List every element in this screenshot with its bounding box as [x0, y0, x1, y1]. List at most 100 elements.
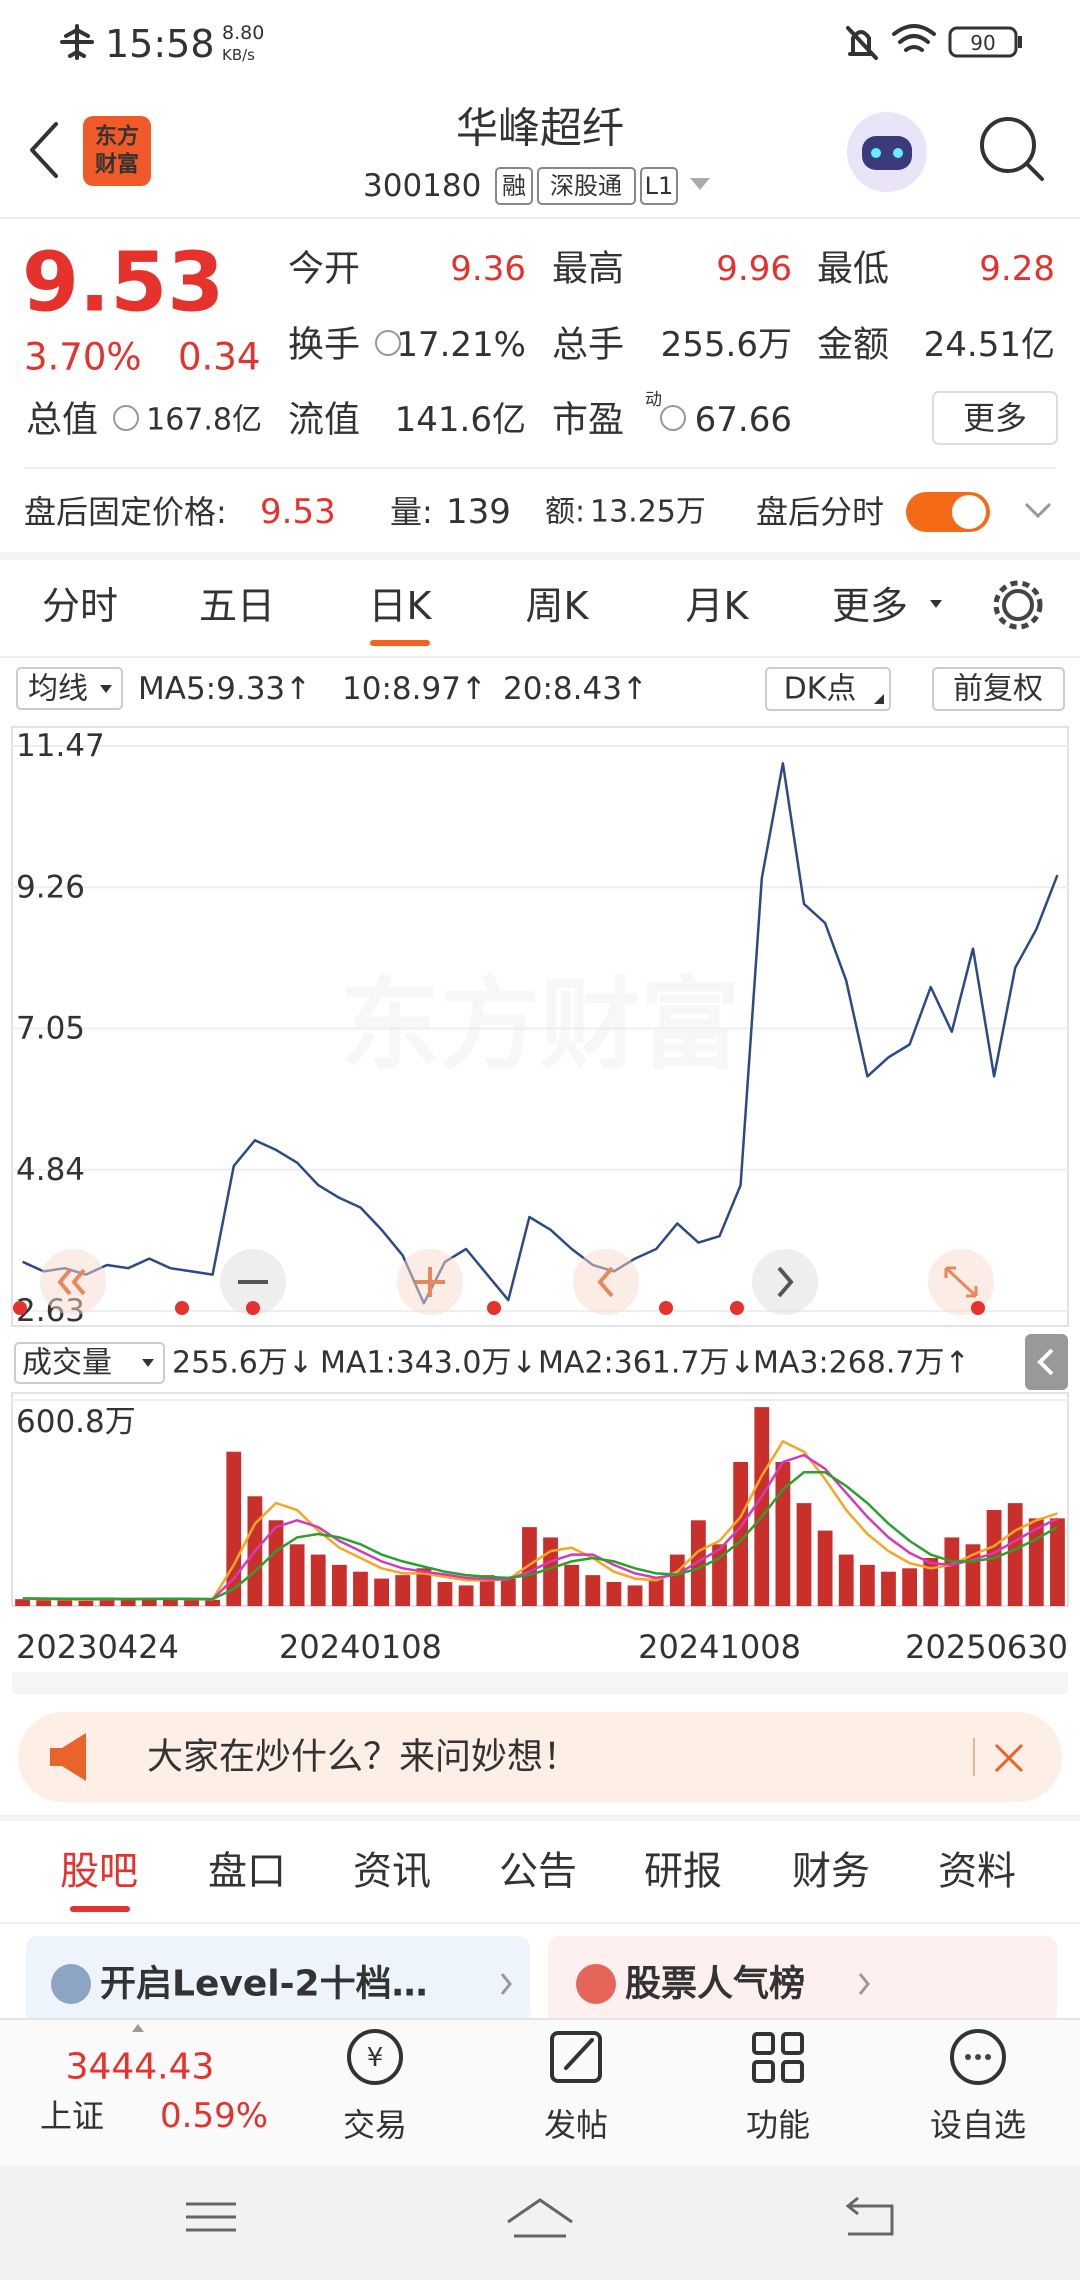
info-icon[interactable] [113, 405, 139, 431]
chart-footer [12, 1672, 1068, 1694]
watchlist-icon[interactable] [950, 2029, 1006, 2085]
event-dot[interactable] [175, 1301, 189, 1315]
info-tab[interactable]: 资料 [938, 1850, 1016, 1895]
field-value: 141.6亿 [395, 400, 526, 440]
trade-icon[interactable] [347, 2029, 403, 2085]
collapse-button[interactable] [1025, 1334, 1068, 1390]
index-change[interactable]: 0.59% [160, 2096, 268, 2136]
volume-bar [944, 1537, 960, 1606]
dot [965, 2054, 971, 2060]
index-name[interactable]: 上证 [40, 2097, 104, 2135]
icon [1037, 1348, 1054, 1376]
field-label: 最低 [817, 249, 889, 290]
banner[interactable]: 大家在炒什么？来问妙想！ [18, 1712, 1062, 1802]
nav-item[interactable]: 设自选 [930, 2106, 1026, 2144]
volume-bar [78, 1600, 94, 1606]
volume-current: 255.6万↓ [172, 1346, 313, 1381]
icon [57, 1268, 86, 1296]
dk-button[interactable] [765, 667, 891, 711]
field-value: 9.36 [450, 249, 526, 289]
volume-bar [458, 1585, 474, 1606]
banner-bg[interactable] [18, 1712, 1062, 1802]
event-dot[interactable] [13, 1301, 27, 1315]
function-icon[interactable] [752, 2032, 775, 2055]
info-tab-active[interactable]: 股吧 [60, 1850, 138, 1895]
info-tab[interactable]: 盘口 [208, 1850, 286, 1895]
indicator-selector[interactable] [16, 667, 123, 710]
chart-tab[interactable]: 月K [686, 584, 750, 628]
volume-bar [775, 1461, 791, 1606]
event-dot[interactable] [730, 1301, 744, 1315]
search-button[interactable] [980, 117, 1036, 173]
nav-item[interactable]: 发帖 [544, 2106, 608, 2144]
y-tick-label: 7.05 [16, 1011, 85, 1047]
scroll-right[interactable] [752, 1249, 818, 1315]
volume-bar [1050, 1518, 1065, 1606]
chart-tab[interactable]: 五日 [199, 584, 275, 628]
avatar-eye [893, 148, 903, 158]
dropdown-arrow [100, 685, 112, 693]
divider [0, 1922, 1080, 1924]
scroll-left[interactable] [573, 1249, 639, 1315]
badge-box [640, 167, 678, 205]
volume-bar [817, 1530, 833, 1606]
post-icon[interactable] [550, 2031, 602, 2083]
expand-chevron[interactable] [1024, 502, 1052, 519]
volume-bar [163, 1598, 178, 1606]
index-value[interactable]: 3444.43 [66, 2047, 215, 2088]
field-label: 市盈 [552, 400, 624, 441]
avatar-face [862, 136, 912, 170]
menu-button[interactable] [186, 2202, 236, 2232]
banner-text: 大家在炒什么？来问妙想！ [147, 1737, 579, 1778]
settings-icon[interactable] [1002, 589, 1034, 621]
info-tab[interactable]: 研报 [644, 1850, 722, 1895]
volume-bar [648, 1578, 664, 1606]
back-button[interactable] [30, 122, 58, 178]
logo[interactable] [83, 116, 151, 186]
event-dot[interactable] [659, 1301, 673, 1315]
chart-tab[interactable]: 周K [526, 584, 590, 628]
dropdown-arrow [142, 1359, 154, 1367]
chart-tab[interactable]: 更多 [832, 584, 908, 628]
chart-tab-active[interactable]: 日K [369, 584, 433, 628]
info-tab[interactable]: 财务 [792, 1850, 870, 1895]
home-button[interactable] [507, 2198, 573, 2238]
back-button[interactable] [845, 2196, 894, 2236]
corner-mark [874, 694, 884, 704]
chart-tab[interactable]: 分时 [42, 584, 118, 628]
badge-box [495, 167, 533, 205]
y-tick-label: 11.47 [16, 728, 105, 764]
info-icon[interactable] [375, 330, 401, 356]
volume-bar [15, 1599, 30, 1606]
index-arrow [132, 2024, 144, 2032]
event-dot[interactable] [487, 1301, 501, 1315]
dropdown-arrow[interactable] [690, 178, 710, 190]
card[interactable] [548, 1936, 1057, 2026]
more-button[interactable] [932, 391, 1058, 445]
close-button[interactable] [994, 1743, 1024, 1773]
after-hours: 盘后固定价格: 9.53 量: 139 额: 13.25万 盘后分时 [24, 492, 1052, 532]
x-tick-label: 20230424 [16, 1628, 179, 1666]
event-dot[interactable] [971, 1301, 985, 1315]
chevron [858, 1973, 870, 1995]
price-line [22, 762, 1059, 1305]
dk-button-text: DK点 [784, 672, 857, 707]
nav-item[interactable]: 交易 [343, 2106, 407, 2144]
change-pct: 3.70% [24, 336, 142, 379]
field-label: 换手 [288, 325, 360, 366]
ma-line [22, 1453, 1058, 1601]
volume-selector[interactable] [14, 1342, 165, 1384]
nav-item[interactable]: 功能 [746, 2106, 810, 2144]
card[interactable] [26, 1936, 530, 2026]
info-icon[interactable] [660, 405, 686, 431]
function-icon [781, 2060, 804, 2083]
adjust-button[interactable] [932, 667, 1065, 711]
info-tab[interactable]: 公告 [499, 1850, 577, 1895]
pe-note: 动 [645, 390, 662, 410]
tab-underline [70, 1906, 130, 1912]
battery [948, 26, 1018, 58]
badge: 深股通 [550, 172, 622, 200]
after-hours-label: 盘后固定价格: [24, 493, 227, 531]
event-dot[interactable] [246, 1301, 260, 1315]
info-tab[interactable]: 资讯 [353, 1850, 431, 1895]
